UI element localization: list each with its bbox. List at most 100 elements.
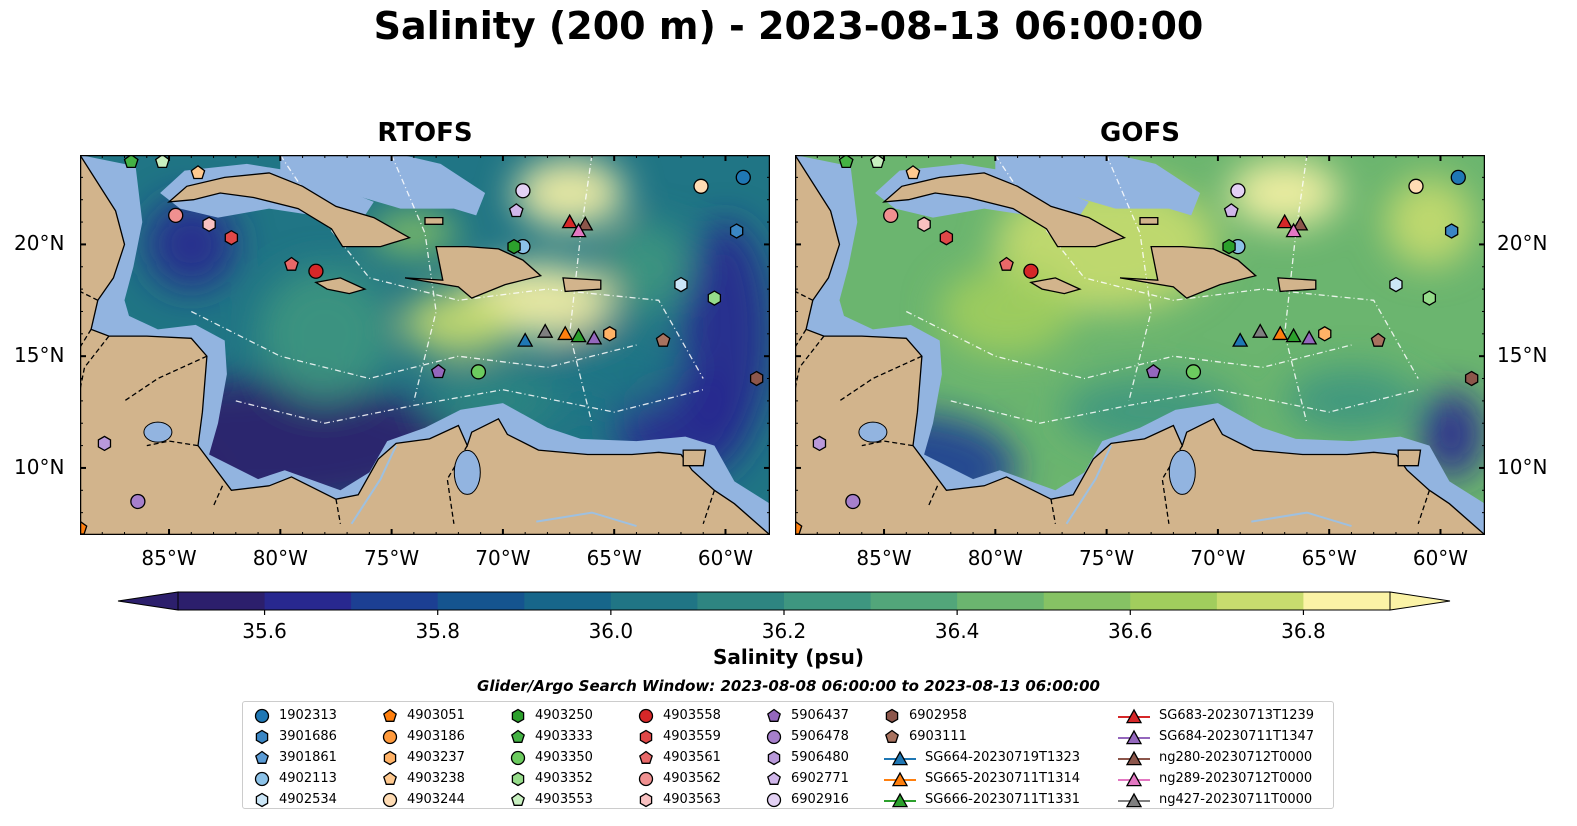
obs-marker-4903250 (1222, 238, 1236, 255)
x-tick-label: 65°W (1301, 546, 1357, 570)
legend-item: SG683-20230713T1239 (1117, 705, 1314, 726)
legend-item: 4903352 (509, 768, 593, 789)
obs-marker-4903237 (603, 326, 617, 342)
legend-marker-icon (1118, 771, 1150, 786)
legend-item: 3901861 (253, 747, 337, 768)
x-tick-label: 75°W (1078, 546, 1135, 570)
obs-marker-5906478 (130, 493, 146, 510)
obs-marker-4903559 (224, 229, 239, 246)
legend-label: 4903333 (535, 729, 593, 744)
legend-marker-icon (511, 771, 525, 786)
legend-label: 6902958 (909, 708, 967, 723)
obs-marker-6903111 (655, 332, 671, 347)
obs-marker-SG664-20230719T1323 (517, 332, 534, 347)
legend-marker-icon (1118, 708, 1150, 723)
legend-label: 4903244 (407, 792, 465, 807)
obs-marker-4903561 (284, 256, 299, 271)
obs-marker-ng289-20230712T0000 (1285, 222, 1302, 238)
legend-label: 5906478 (791, 729, 849, 744)
legend-label: SG664-20230719T1323 (925, 750, 1081, 765)
obs-marker-4903563 (202, 216, 216, 233)
legend-label: 4903350 (535, 750, 593, 765)
legend-label: 6902916 (791, 792, 849, 807)
legend-column: 4903250 4903333 4903350 4903352 4903553 (509, 705, 593, 810)
legend-marker-icon (255, 750, 269, 764)
legend-marker-icon (383, 750, 397, 765)
legend-column: 4903051 4903186 4903237 4903238 4903244 (381, 705, 465, 810)
obs-marker-4903333 (123, 155, 139, 169)
obs-marker-4903352 (707, 290, 722, 306)
x-tick-label: 85°W (141, 546, 197, 570)
legend-item: 1902313 (253, 705, 337, 726)
y-tick-label: 10°N (14, 454, 65, 479)
obs-marker-4903238 (190, 165, 206, 180)
obs-marker-4902534 (674, 276, 688, 293)
legend-label: 4903352 (535, 771, 593, 786)
legend-marker-icon (511, 792, 525, 806)
legend-marker-icon (510, 750, 526, 765)
legend-label: ng280-20230712T0000 (1159, 750, 1313, 765)
legend-label: 1902313 (279, 708, 337, 723)
land-puertorico (562, 277, 602, 293)
legend-item: SG664-20230719T1323 (883, 747, 1080, 768)
obs-marker-4903559 (939, 229, 954, 246)
legend-label: 4903559 (663, 729, 721, 744)
map-canvas-rtofs (79, 154, 771, 536)
legend-marker-icon (766, 792, 782, 807)
colorbar-tick-label: 36.4 (935, 619, 980, 643)
legend-marker-icon (255, 729, 269, 744)
land-mainland (795, 155, 1485, 535)
legend-marker-icon (1118, 729, 1150, 744)
legend-label: 4903238 (407, 771, 465, 786)
obs-marker-4903558 (308, 263, 324, 279)
obs-marker-SG666-20230711T1331 (570, 327, 587, 343)
legend-label: 4902113 (279, 771, 337, 786)
obs-marker-1902313 (1450, 169, 1466, 186)
legend-item: 3901686 (253, 726, 337, 747)
shelf-area (80, 155, 770, 535)
land-trinidad (682, 449, 707, 467)
colorbar-tick-label: 35.6 (242, 619, 287, 643)
legend-marker-icon (639, 792, 653, 807)
obs-marker-4903563 (917, 216, 931, 233)
land-mainland (80, 155, 770, 535)
x-tick-label: 80°W (967, 546, 1023, 570)
legend-item: 6903111 (883, 726, 1080, 747)
legend-marker-icon (638, 771, 654, 786)
legend-marker-icon (1118, 792, 1150, 807)
panel-title-gofs: GOFS (1100, 118, 1180, 148)
legend-marker-icon (639, 750, 653, 764)
obs-marker-1902313 (735, 169, 751, 186)
legend-column: SG683-20230713T1239 SG684-20230711T1347 ng… (1117, 705, 1314, 810)
legend-item: 4903238 (381, 768, 465, 789)
obs-marker-4903562 (883, 207, 899, 224)
colorbar-tick-label: 36.6 (1108, 619, 1153, 643)
legend-item: SG665-20230711T1314 (883, 768, 1080, 789)
legend-item: 4903553 (509, 789, 593, 810)
legend-marker-icon (767, 708, 781, 722)
legend-item: 4903559 (637, 726, 721, 747)
land-puertorico (1277, 277, 1317, 293)
legend-column: 5906437 5906478 5906480 6902771 6902916 (765, 705, 849, 810)
legend-label: 4903563 (663, 792, 721, 807)
land-bahamas (1139, 216, 1159, 225)
legend-marker-icon (885, 729, 899, 743)
shelf-area (795, 155, 1485, 535)
legend-marker-icon (766, 729, 782, 744)
obs-marker-ng280-20230712T0000 (577, 215, 594, 231)
legend-item: 5906480 (765, 747, 849, 768)
legend-item: SG666-20230711T1331 (883, 789, 1080, 810)
obs-marker-4903237 (1318, 326, 1332, 342)
legend-label: 4903237 (407, 750, 465, 765)
colorbar-tick-label: 36.8 (1281, 619, 1326, 643)
obs-marker-SG665-20230711T1314 (1272, 325, 1289, 341)
x-tick-label: 80°W (252, 546, 308, 570)
legend-label: 4903558 (663, 708, 721, 723)
obs-marker-4903350 (1185, 364, 1202, 380)
legend-marker-icon (885, 708, 899, 723)
obs-marker-4903333 (838, 155, 854, 169)
obs-marker-SG666-20230711T1331 (1285, 327, 1302, 343)
legend-item: 5906437 (765, 705, 849, 726)
colorbar: 35.6 35.8 36.0 36.2 36.4 36.6 36.8 (117, 591, 1451, 643)
legend-marker-icon (884, 792, 916, 807)
